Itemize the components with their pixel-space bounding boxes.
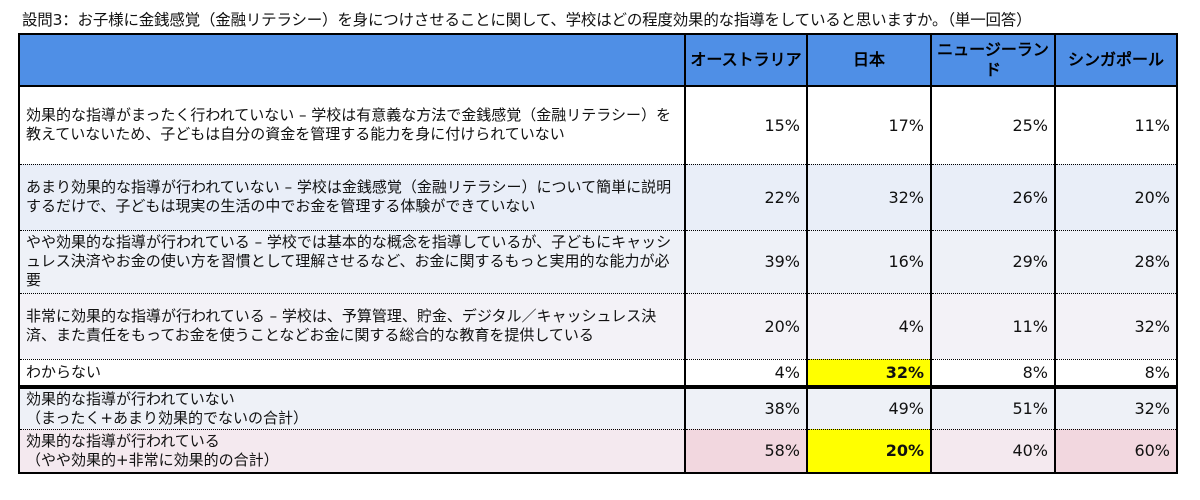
value-cell: 20% xyxy=(1054,164,1178,231)
row-label: あまり効果的な指導が行われていない – 学校は金銭感覚（金融リテラシー）について… xyxy=(18,164,686,231)
summary-row: 効果的な指導が行われていない （まったく+あまり効果的でないの合計） 38% 4… xyxy=(18,385,1178,430)
table-row: あまり効果的な指導が行われていない – 学校は金銭感覚（金融リテラシー）について… xyxy=(18,164,1178,231)
row-label: 効果的な指導がまったく行われていない – 学校は有意義な方法で金銭感覚（金融リテ… xyxy=(18,86,686,165)
question-title: 設問3：お子様に金銭感覚（金融リテラシー）を身につけさせることに関して、学校はど… xyxy=(22,11,1032,29)
header-row: オーストラリア 日本 ニュージーランド シンガポール xyxy=(18,33,1178,87)
value-cell: 32% xyxy=(1054,293,1178,360)
value-cell: 60% xyxy=(1054,429,1178,474)
value-cell: 26% xyxy=(930,164,1056,231)
row-label: 効果的な指導が行われていない （まったく+あまり効果的でないの合計） xyxy=(18,385,686,430)
value-cell-highlighted: 32% xyxy=(806,359,932,388)
value-cell: 16% xyxy=(806,230,932,294)
header-australia: オーストラリア xyxy=(684,33,808,87)
value-cell: 4% xyxy=(806,293,932,360)
row-label: やや効果的な指導が行われている – 学校では基本的な概念を指導しているが、子ども… xyxy=(18,230,686,294)
value-cell: 32% xyxy=(1054,385,1178,430)
value-cell: 4% xyxy=(684,359,808,388)
value-cell: 28% xyxy=(1054,230,1178,294)
survey-table: オーストラリア 日本 ニュージーランド シンガポール 効果的な指導がまったく行わ… xyxy=(18,33,1178,474)
row-label: 非常に効果的な指導が行われている – 学校は、予算管理、貯金、デジタル／キャッシ… xyxy=(18,293,686,360)
value-cell: 32% xyxy=(806,164,932,231)
value-cell: 11% xyxy=(930,293,1056,360)
value-cell: 29% xyxy=(930,230,1056,294)
value-cell: 25% xyxy=(930,86,1056,165)
table-row: やや効果的な指導が行われている – 学校では基本的な概念を指導しているが、子ども… xyxy=(18,230,1178,294)
value-cell: 15% xyxy=(684,86,808,165)
value-cell: 17% xyxy=(806,86,932,165)
table-row: わからない 4% 32% 8% 8% xyxy=(18,359,1178,388)
value-cell: 22% xyxy=(684,164,808,231)
table-row: 非常に効果的な指導が行われている – 学校は、予算管理、貯金、デジタル／キャッシ… xyxy=(18,293,1178,360)
value-cell: 8% xyxy=(930,359,1056,388)
value-cell: 40% xyxy=(930,429,1056,474)
table-row: 効果的な指導がまったく行われていない – 学校は有意義な方法で金銭感覚（金融リテ… xyxy=(18,86,1178,165)
value-cell: 38% xyxy=(684,385,808,430)
value-cell: 58% xyxy=(684,429,808,474)
value-cell: 49% xyxy=(806,385,932,430)
value-cell: 39% xyxy=(684,230,808,294)
value-cell: 8% xyxy=(1054,359,1178,388)
header-new-zealand: ニュージーランド xyxy=(930,33,1056,87)
row-label: 効果的な指導が行われている （やや効果的+非常に効果的の合計） xyxy=(18,429,686,474)
value-cell: 20% xyxy=(684,293,808,360)
header-singapore: シンガポール xyxy=(1054,33,1178,87)
value-cell: 51% xyxy=(930,385,1056,430)
value-cell-highlighted: 20% xyxy=(806,429,932,474)
header-japan: 日本 xyxy=(806,33,932,87)
header-blank xyxy=(18,33,686,87)
value-cell: 11% xyxy=(1054,86,1178,165)
summary-row: 効果的な指導が行われている （やや効果的+非常に効果的の合計） 58% 20% … xyxy=(18,429,1178,474)
row-label: わからない xyxy=(18,359,686,388)
